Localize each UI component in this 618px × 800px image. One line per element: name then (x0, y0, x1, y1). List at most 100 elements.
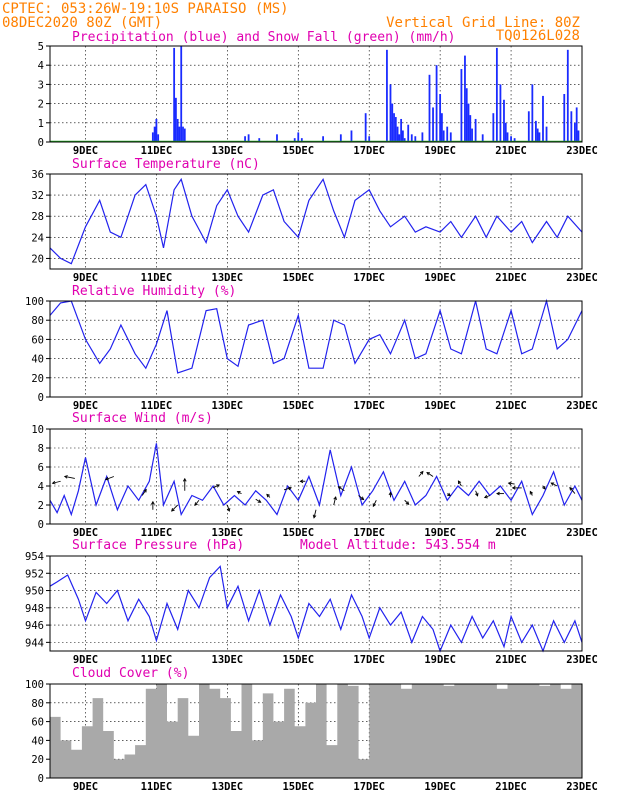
humidity-frame (49, 300, 583, 398)
pressure-xtick-label-2: 13DEC (212, 654, 244, 666)
cloud-ytick-label-5: 100 (25, 679, 44, 691)
wind-arrow (52, 480, 61, 484)
wind-arrow-head (483, 494, 488, 499)
wind-arrow (105, 476, 114, 480)
wind-arrow (226, 504, 230, 512)
temperature-xtick-label-3: 15DEC (282, 272, 314, 284)
pressure-ytick-label-4: 952 (25, 568, 44, 580)
precip-bar (467, 103, 470, 142)
precip-bar (534, 120, 537, 142)
precip-bar (446, 126, 449, 142)
wind-arrow-head (529, 490, 534, 495)
wind-ytick-label-4: 8 (38, 443, 44, 455)
wind-arrow-head (333, 496, 337, 501)
precip-bar (464, 55, 466, 142)
wind-arrow-head (457, 480, 462, 485)
precip-bar (542, 95, 544, 142)
wind-arrow (418, 471, 424, 477)
cloud-xtick-label-3: 15DEC (282, 781, 314, 793)
precip-bar (180, 46, 183, 142)
precip-bar (400, 118, 403, 142)
precip-xtick-label-4: 17DEC (353, 145, 385, 157)
precip-bar (492, 113, 495, 142)
temperature-ytick-label-1: 24 (31, 232, 44, 244)
precip-bar (391, 103, 394, 142)
precip-xtick-label-3: 15DEC (282, 145, 314, 157)
precip-title: Precipitation (blue) and Snow Fall (gree… (72, 30, 456, 45)
temperature-xtick-label-4: 17DEC (353, 272, 385, 284)
wind-arrow-head (372, 503, 377, 508)
pressure-ytick-label-1: 946 (25, 620, 44, 632)
wind-arrow-head (507, 481, 512, 486)
precip-bar (439, 94, 442, 142)
precip-ytick-label-4: 4 (38, 60, 44, 72)
precip-ytick-label-3: 3 (38, 79, 44, 91)
wind-arrow-head (447, 492, 451, 497)
wind-arrow (426, 472, 434, 477)
precip-bar (504, 122, 507, 142)
precip-bar (575, 107, 578, 142)
wind-frame (49, 428, 583, 525)
precip-bar (276, 134, 278, 142)
wind-xtick-label-7: 23DEC (566, 527, 598, 539)
humidity-ytick-label-4: 80 (31, 315, 44, 327)
wind-ytick-label-0: 0 (38, 519, 44, 531)
precip-bar (247, 134, 250, 142)
precip-xtick-label-7: 23DEC (566, 145, 598, 157)
temperature-ytick-label-4: 36 (31, 169, 44, 181)
cloud-ytick-label-4: 80 (31, 698, 44, 710)
precip-bar (481, 134, 484, 142)
wind-ytick-label-5: 10 (31, 424, 44, 436)
wind-arrow (255, 498, 261, 503)
precip-bar (153, 126, 156, 142)
cloud-ytick-label-3: 60 (31, 717, 44, 729)
precip-xtick-label-6: 21DEC (495, 145, 527, 157)
cloud-panel: Cloud Cover (%) 0 20 40 60 80 100 9DEC 11DEC 13D… (25, 666, 598, 793)
wind-arrow-head (550, 482, 555, 486)
precip-bar (151, 132, 154, 142)
wind-arrow-head (151, 500, 155, 505)
wind-arrow (212, 484, 220, 489)
wind-arrow-head (511, 486, 516, 490)
precip-xtick-label-5: 19DEC (424, 145, 456, 157)
precip-ytick-label-2: 2 (38, 99, 44, 111)
wind-arrow (404, 499, 409, 505)
humidity-xtick-label-5: 19DEC (424, 400, 456, 412)
humidity-ytick-label-5: 100 (25, 296, 44, 308)
header-station: CPTEC: 053:26W-19:10S PARAISO (MS) (2, 1, 289, 17)
cloud-xtick-label-2: 13DEC (212, 781, 244, 793)
humidity-xtick-label-3: 15DEC (282, 400, 314, 412)
precip-bar (175, 97, 177, 142)
pressure-title: Surface Pressure (hPa) (72, 538, 244, 553)
wind-arrow (194, 499, 200, 506)
humidity-xtick-label-7: 23DEC (566, 400, 598, 412)
precip-bar (339, 134, 342, 142)
precip-xtick-label-2: 13DEC (212, 145, 244, 157)
precip-bar (536, 128, 539, 142)
humidity-xtick-label-2: 13DEC (212, 400, 244, 412)
wind-arrow (64, 475, 75, 479)
precip-bar (403, 138, 406, 142)
wind-arrow-head (171, 507, 175, 512)
precip-bar (499, 84, 502, 142)
precip-bar (401, 130, 404, 142)
precip-bar (513, 138, 516, 142)
precip-bar (386, 49, 388, 143)
humidity-ytick-label-3: 60 (31, 334, 44, 346)
wind-arrow-head (143, 488, 147, 493)
temperature-ytick-label-0: 20 (31, 253, 44, 265)
humidity-ytick-label-1: 20 (31, 373, 44, 385)
precip-bar (297, 132, 300, 142)
temperature-xtick-label-1: 11DEC (141, 272, 173, 284)
precip-ytick-label-1: 1 (38, 118, 44, 130)
precip-bar (389, 84, 392, 142)
precip-bar (421, 132, 424, 142)
temperature-xtick-label-5: 19DEC (424, 272, 456, 284)
wind-xtick-label-1: 11DEC (141, 527, 173, 539)
precip-bar (176, 118, 179, 142)
precip-bar (441, 113, 443, 142)
wind-arrow-head (569, 486, 573, 491)
wind-xtick-label-3: 15DEC (282, 527, 314, 539)
temperature-xtick-label-7: 23DEC (566, 272, 598, 284)
wind-arrow-head (182, 477, 187, 482)
